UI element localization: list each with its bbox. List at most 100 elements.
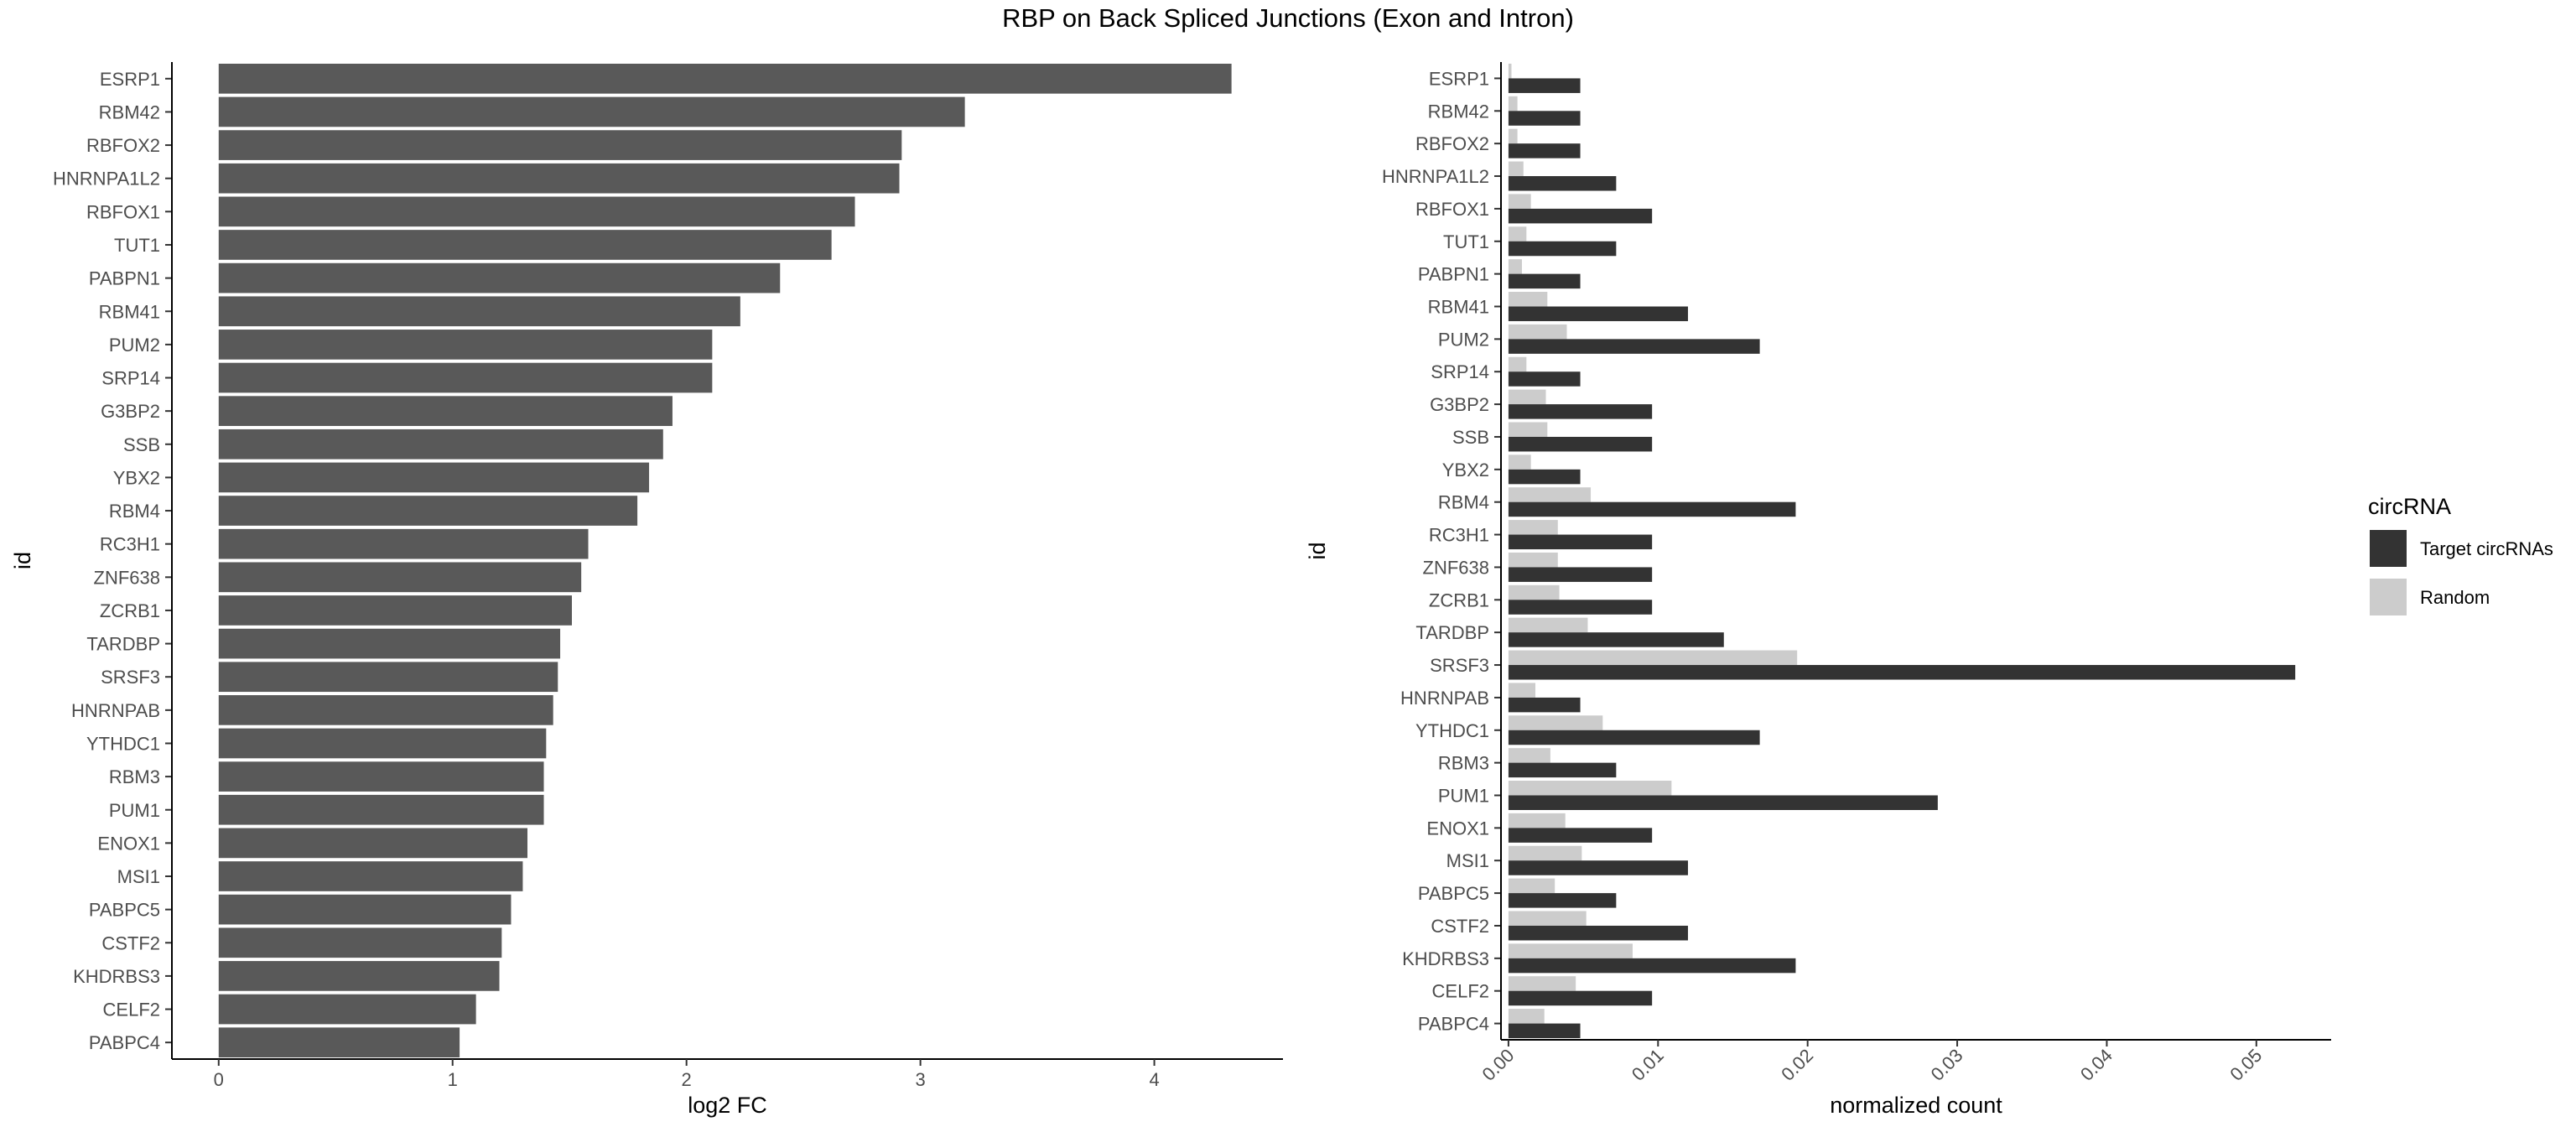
bar-target-g3bp2 bbox=[1508, 404, 1653, 419]
legend-swatch-random bbox=[2370, 579, 2407, 615]
bar-target-esrp1 bbox=[1508, 78, 1581, 93]
bar-target-tardbp bbox=[1508, 632, 1724, 647]
y-tick-label-cstf2: CSTF2 bbox=[1431, 916, 1489, 937]
y-tick-label-hnrnpab: HNRNPAB bbox=[1400, 688, 1489, 709]
y-tick-label-pabpc4: PABPC4 bbox=[89, 1032, 160, 1053]
x-axis-title: log2 FC bbox=[688, 1093, 767, 1118]
legend: circRNA Target circRNAs Random bbox=[2368, 494, 2553, 615]
legend-swatch-target-circrnas bbox=[2370, 530, 2407, 567]
y-tick-label-khdrbs3: KHDRBS3 bbox=[1402, 948, 1489, 969]
y-tick-label-g3bp2: G3BP2 bbox=[101, 401, 160, 422]
bar-random-srp14 bbox=[1508, 356, 1527, 372]
bar-random-pabpc5 bbox=[1508, 878, 1555, 894]
y-tick-label-hnrnpa1l2: HNRNPA1L2 bbox=[53, 169, 160, 190]
bar-rbfox2 bbox=[218, 130, 902, 160]
y-tick-label-rbm42: RBM42 bbox=[99, 101, 160, 122]
bar-target-pabpc4 bbox=[1508, 1023, 1581, 1039]
y-tick-label-khdrbs3: KHDRBS3 bbox=[73, 966, 160, 987]
bar-enox1 bbox=[218, 828, 527, 859]
y-tick-label-ssb: SSB bbox=[123, 434, 160, 455]
bar-random-tardbp bbox=[1508, 617, 1588, 633]
bar-random-pum1 bbox=[1508, 781, 1672, 796]
bar-srp14 bbox=[218, 362, 713, 393]
bar-target-hnrnpab bbox=[1508, 697, 1581, 713]
bar-random-pabpn1 bbox=[1508, 259, 1522, 274]
y-tick-label-enox1: ENOX1 bbox=[97, 833, 160, 854]
y-tick-label-cstf2: CSTF2 bbox=[101, 932, 160, 953]
bar-target-msi1 bbox=[1508, 860, 1688, 875]
y-tick-label-rbfox1: RBFOX1 bbox=[86, 201, 160, 222]
y-axis-title: id bbox=[1305, 542, 1330, 559]
bar-rbm42 bbox=[218, 96, 965, 127]
left-panel-log2fc: ESRP1RBM42RBFOX2HNRNPA1L2RBFOX1TUT1PABPN… bbox=[10, 62, 1283, 1118]
bar-msi1 bbox=[218, 861, 523, 891]
bar-random-rbm41 bbox=[1508, 292, 1548, 307]
bar-zcrb1 bbox=[218, 595, 572, 626]
x-axis-title: normalized count bbox=[1830, 1093, 2002, 1118]
bar-g3bp2 bbox=[218, 396, 673, 426]
bar-random-pabpc4 bbox=[1508, 1009, 1545, 1024]
y-tick-label-tardbp: TARDBP bbox=[1415, 622, 1489, 643]
bar-target-rbfox2 bbox=[1508, 143, 1581, 158]
bar-target-rbfox1 bbox=[1508, 208, 1653, 224]
y-tick-label-ybx2: YBX2 bbox=[1442, 460, 1489, 480]
x-tick-label-0: 0 bbox=[214, 1069, 224, 1090]
bar-target-ybx2 bbox=[1508, 469, 1581, 485]
bar-target-pum2 bbox=[1508, 339, 1760, 354]
bar-target-srsf3 bbox=[1508, 665, 2296, 680]
x-tick-label-4: 4 bbox=[1149, 1069, 1159, 1090]
y-tick-label-esrp1: ESRP1 bbox=[1429, 68, 1489, 89]
bar-random-rbfox2 bbox=[1508, 128, 1518, 144]
bar-target-rbm3 bbox=[1508, 762, 1617, 778]
y-tick-label-esrp1: ESRP1 bbox=[100, 69, 160, 90]
bar-esrp1 bbox=[218, 63, 1232, 94]
bar-tardbp bbox=[218, 628, 561, 659]
bar-target-enox1 bbox=[1508, 828, 1653, 843]
bar-khdrbs3 bbox=[218, 961, 500, 991]
bar-tut1 bbox=[218, 230, 832, 260]
bar-rbfox1 bbox=[218, 196, 855, 227]
bar-hnrnpab bbox=[218, 695, 553, 725]
y-tick-label-pabpc5: PABPC5 bbox=[1418, 883, 1489, 904]
y-tick-label-rbfox2: RBFOX2 bbox=[86, 135, 160, 156]
bar-pum2 bbox=[218, 330, 713, 360]
bar-target-rbm41 bbox=[1508, 306, 1688, 321]
y-tick-label-rc3h1: RC3H1 bbox=[100, 534, 160, 555]
y-tick-label-rbfox2: RBFOX2 bbox=[1415, 133, 1489, 154]
y-tick-label-ssb: SSB bbox=[1452, 427, 1489, 448]
bar-random-ybx2 bbox=[1508, 454, 1531, 470]
y-tick-label-srsf3: SRSF3 bbox=[101, 667, 160, 688]
bar-random-g3bp2 bbox=[1508, 389, 1546, 405]
x-tick-label-3: 3 bbox=[916, 1069, 926, 1090]
y-tick-label-rbm42: RBM42 bbox=[1428, 101, 1489, 122]
y-tick-label-rbm41: RBM41 bbox=[1428, 297, 1489, 318]
y-tick-label-hnrnpa1l2: HNRNPA1L2 bbox=[1382, 166, 1489, 187]
legend-label-random: Random bbox=[2420, 587, 2490, 608]
bar-random-srsf3 bbox=[1508, 650, 1798, 666]
bar-target-zcrb1 bbox=[1508, 600, 1653, 615]
bar-rbm41 bbox=[218, 296, 740, 327]
bar-hnrnpa1l2 bbox=[218, 163, 900, 194]
bar-target-ssb bbox=[1508, 436, 1653, 452]
y-tick-label-rbm41: RBM41 bbox=[99, 301, 160, 322]
bar-znf638 bbox=[218, 562, 582, 593]
bar-ybx2 bbox=[218, 462, 650, 493]
bar-pabpc4 bbox=[218, 1027, 460, 1058]
bar-celf2 bbox=[218, 994, 476, 1025]
bar-random-msi1 bbox=[1508, 845, 1582, 861]
y-tick-label-pabpn1: PABPN1 bbox=[89, 268, 160, 289]
y-tick-label-ythdc1: YTHDC1 bbox=[1415, 720, 1489, 741]
bar-random-esrp1 bbox=[1508, 63, 1512, 79]
bar-random-znf638 bbox=[1508, 552, 1558, 568]
bar-target-pum1 bbox=[1508, 795, 1938, 810]
x-tick-label-0-00: 0.00 bbox=[1478, 1045, 1518, 1085]
y-tick-label-srsf3: SRSF3 bbox=[1430, 655, 1489, 676]
y-tick-label-enox1: ENOX1 bbox=[1426, 818, 1489, 839]
bar-random-rc3h1 bbox=[1508, 520, 1558, 535]
y-tick-label-pum1: PUM1 bbox=[1438, 786, 1489, 807]
bar-target-srp14 bbox=[1508, 371, 1581, 387]
bar-random-tut1 bbox=[1508, 226, 1527, 242]
bar-pum1 bbox=[218, 794, 544, 825]
y-tick-label-pabpc4: PABPC4 bbox=[1418, 1014, 1489, 1035]
y-tick-label-hnrnpab: HNRNPAB bbox=[71, 700, 160, 721]
